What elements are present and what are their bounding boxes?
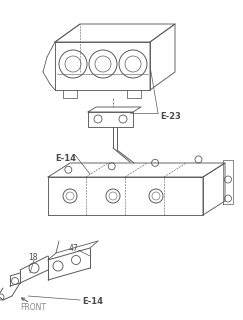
Text: 47: 47: [69, 244, 79, 252]
Text: FRONT: FRONT: [20, 303, 46, 313]
Text: E-14: E-14: [82, 298, 103, 307]
Text: 18: 18: [28, 253, 37, 262]
Text: E-14: E-14: [55, 154, 76, 163]
Text: E-23: E-23: [160, 111, 181, 121]
